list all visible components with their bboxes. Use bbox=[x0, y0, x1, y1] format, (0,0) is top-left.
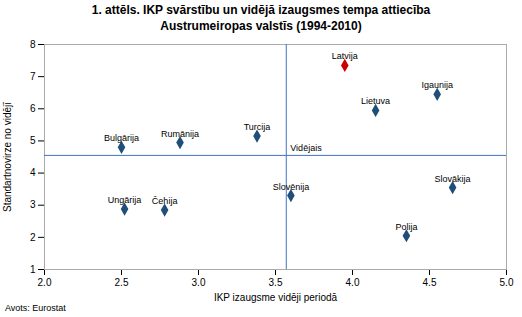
svg-text:3.5: 3.5 bbox=[269, 277, 283, 288]
svg-text:4: 4 bbox=[30, 167, 36, 178]
svg-text:6: 6 bbox=[30, 103, 36, 114]
svg-text:2.0: 2.0 bbox=[38, 277, 52, 288]
svg-text:Slovēnija: Slovēnija bbox=[273, 182, 310, 192]
svg-text:Polija: Polija bbox=[395, 222, 417, 232]
svg-text:Igaunija: Igaunija bbox=[421, 81, 453, 91]
html-text:1. attēls. IKP svārstību un vi: 1. attēls. IKP svārstību un vidējā izaug… bbox=[91, 3, 431, 33]
svg-text:1: 1 bbox=[30, 264, 36, 275]
svg-text:7: 7 bbox=[30, 71, 36, 82]
svg-text:2.5: 2.5 bbox=[115, 277, 129, 288]
svg-text:4.5: 4.5 bbox=[423, 277, 437, 288]
svg-text:Rumānija: Rumānija bbox=[161, 129, 199, 139]
svg-text:5: 5 bbox=[30, 135, 36, 146]
svg-text:Čehija: Čehija bbox=[152, 196, 178, 206]
svg-text:3: 3 bbox=[30, 200, 36, 211]
svg-text:IKP izaugsme vidēji periodā: IKP izaugsme vidēji periodā bbox=[214, 292, 338, 303]
svg-text:4.0: 4.0 bbox=[346, 277, 360, 288]
svg-text:Turcija: Turcija bbox=[244, 122, 271, 132]
svg-text:Lietuva: Lietuva bbox=[361, 97, 390, 107]
svg-text:5.0: 5.0 bbox=[500, 277, 514, 288]
svg-text:Slovākija: Slovākija bbox=[435, 174, 471, 184]
svg-text:8: 8 bbox=[30, 39, 36, 50]
html-text:Avots: Eurostat: Avots: Eurostat bbox=[5, 303, 66, 314]
svg-text:2: 2 bbox=[30, 232, 36, 243]
svg-text:Standartnovirze no vidējī: Standartnovirze no vidējī bbox=[2, 102, 13, 212]
svg-text:Bulgārija: Bulgārija bbox=[104, 134, 139, 144]
svg-text:Vidējais: Vidējais bbox=[290, 144, 322, 154]
svg-text:Latvija: Latvija bbox=[332, 52, 358, 62]
svg-text:Ungārija: Ungārija bbox=[108, 195, 142, 205]
svg-text:3.0: 3.0 bbox=[192, 277, 206, 288]
